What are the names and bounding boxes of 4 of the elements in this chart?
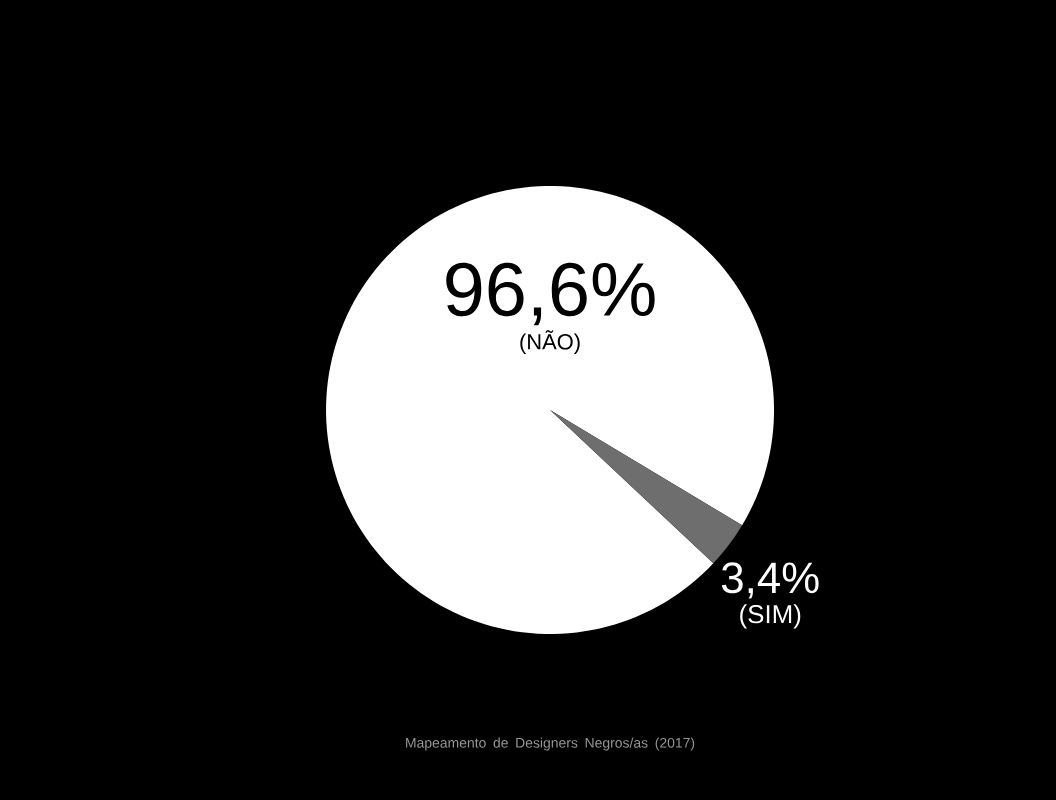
data-label: 96,6% [446,262,655,326]
data-label: 3,4% [721,562,819,599]
slice-label: (NÃO) [520,330,580,354]
slice-label: (SIM) [740,604,801,629]
